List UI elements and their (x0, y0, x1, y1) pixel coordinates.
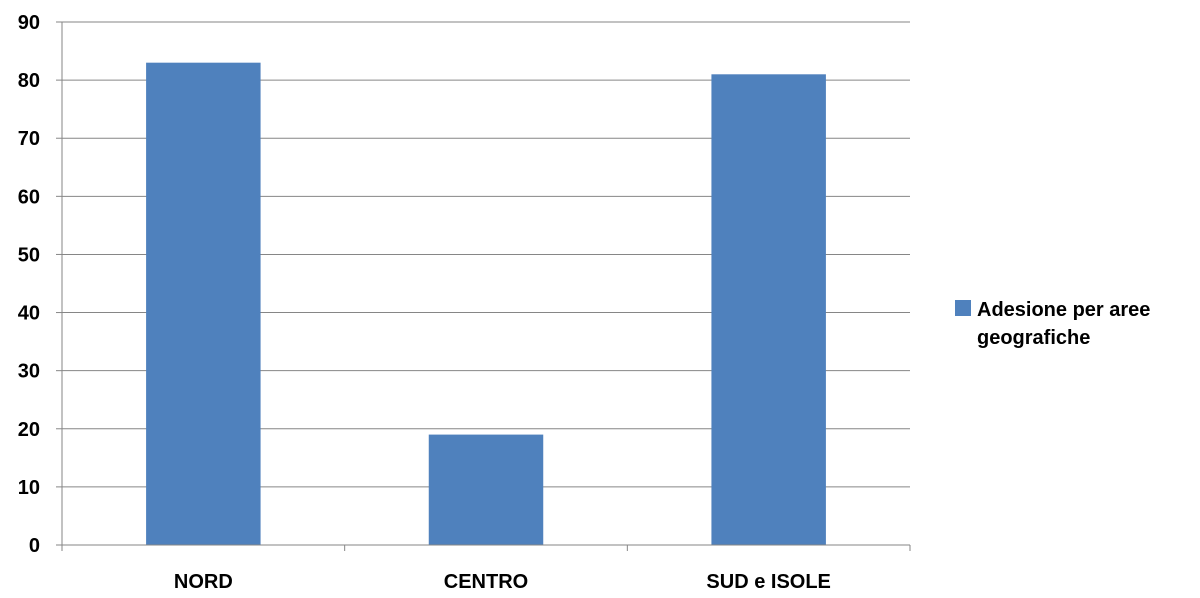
y-tick-label: 10 (18, 477, 40, 499)
x-axis-category-labels: NORD CENTRO SUD e ISOLE (174, 571, 831, 593)
y-tick-label: 80 (18, 70, 40, 92)
bar-centro (428, 434, 544, 545)
y-tick-label: 0 (29, 535, 40, 557)
y-tick-label: 50 (18, 244, 40, 266)
y-tick-label: 30 (18, 361, 40, 383)
y-tick-label: 70 (18, 128, 40, 150)
y-axis-tick-labels: 0 10 20 30 40 50 60 70 80 90 (18, 12, 40, 557)
bar-nord (146, 62, 261, 546)
y-tick-label: 40 (18, 303, 40, 325)
legend: Adesione per aree geografiche (955, 296, 1197, 352)
bars (146, 62, 826, 546)
y-tick-label: 20 (18, 419, 40, 441)
x-category-label: CENTRO (444, 571, 528, 593)
axes (56, 21, 911, 551)
x-category-label: SUD e ISOLE (706, 571, 830, 593)
y-tick-label: 60 (18, 186, 40, 208)
legend-label: Adesione per aree geografiche (977, 299, 1151, 349)
x-category-label: NORD (174, 571, 233, 593)
bar-sud-e-isole (711, 74, 826, 546)
legend-swatch (955, 300, 971, 316)
y-tick-label: 90 (18, 12, 40, 34)
